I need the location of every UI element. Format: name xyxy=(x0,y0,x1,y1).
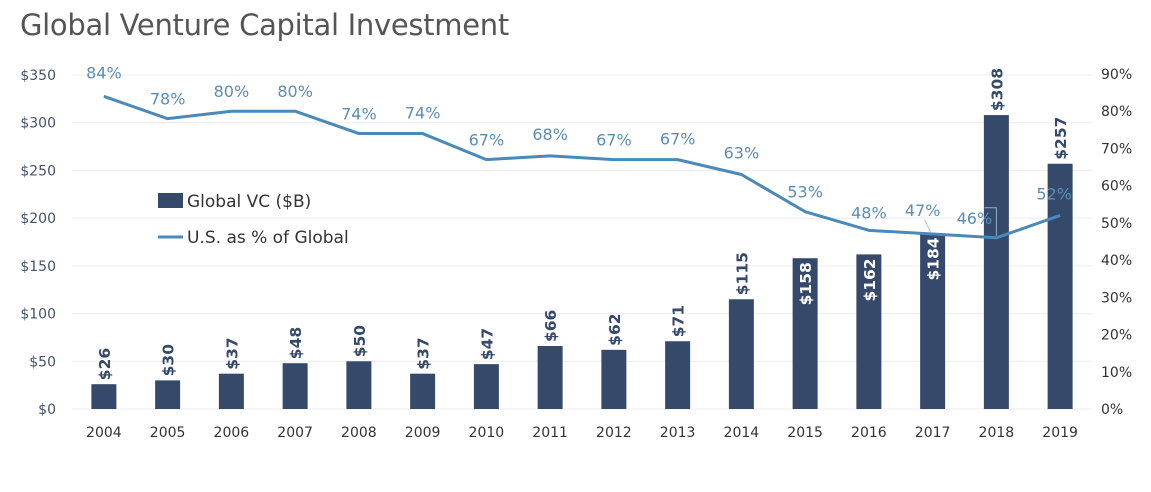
bar xyxy=(346,361,371,409)
bar-data-label: $115 xyxy=(733,252,751,295)
bar-data-label: $162 xyxy=(861,258,879,301)
line-data-label: 74% xyxy=(405,104,441,123)
right-tick-label: 90% xyxy=(1101,67,1132,83)
x-tick-label: 2010 xyxy=(469,425,505,441)
line-data-label: 52% xyxy=(1036,184,1072,203)
line-data-label: 67% xyxy=(469,131,505,150)
bar xyxy=(474,364,499,409)
right-tick-label: 80% xyxy=(1101,104,1132,120)
bar xyxy=(155,380,180,409)
x-tick-label: 2007 xyxy=(277,425,313,441)
bar xyxy=(601,350,626,409)
bar-data-label: $62 xyxy=(606,313,624,345)
right-tick-label: 70% xyxy=(1101,141,1132,157)
line-data-label: 46% xyxy=(957,209,993,228)
x-tick-label: 2004 xyxy=(86,425,122,441)
x-tick-label: 2011 xyxy=(532,425,568,441)
left-tick-label: $150 xyxy=(20,259,56,275)
right-axis: 0% 10% 20% 30% 40% 50% 60% 70% 80% 90% xyxy=(1101,67,1132,418)
line-data-label: 63% xyxy=(724,144,760,163)
bar xyxy=(729,299,754,409)
x-tick-label: 2017 xyxy=(915,425,951,441)
left-tick-label: $0 xyxy=(38,402,56,418)
left-tick-label: $50 xyxy=(29,354,56,370)
legend: Global VC ($B) U.S. as % of Global xyxy=(158,192,349,248)
right-tick-label: 40% xyxy=(1101,253,1132,269)
bar xyxy=(538,346,563,409)
line-data-label: 80% xyxy=(277,82,313,101)
line-data-label: 53% xyxy=(787,183,823,202)
right-tick-label: 0% xyxy=(1101,402,1123,418)
bar-data-label: $26 xyxy=(96,348,114,380)
bar-data-label: $158 xyxy=(797,262,815,305)
line-data-label: 78% xyxy=(150,90,186,109)
bar-data-label: $308 xyxy=(988,68,1006,111)
bar xyxy=(410,374,435,409)
x-tick-label: 2014 xyxy=(724,425,760,441)
legend-swatch-bar xyxy=(158,193,183,208)
line-data-label: 67% xyxy=(596,131,632,150)
bar-data-label: $47 xyxy=(478,328,496,360)
x-tick-label: 2008 xyxy=(341,425,377,441)
left-tick-label: $300 xyxy=(20,116,56,132)
line-data-label: 67% xyxy=(660,130,696,149)
bar-data-label: $48 xyxy=(287,327,305,359)
line-data-label: 74% xyxy=(341,105,377,124)
x-tick-label: 2009 xyxy=(405,425,441,441)
line-data-label: 47% xyxy=(905,201,941,220)
bar xyxy=(665,341,690,409)
right-tick-label: 20% xyxy=(1101,328,1132,344)
leader-line xyxy=(925,220,931,232)
bar-data-label: $30 xyxy=(160,344,178,377)
right-tick-label: 30% xyxy=(1101,290,1132,306)
bar-data-label: $184 xyxy=(925,237,943,280)
left-tick-label: $250 xyxy=(20,163,56,179)
bar xyxy=(984,115,1009,409)
right-tick-label: 10% xyxy=(1101,365,1132,381)
legend-label: U.S. as % of Global xyxy=(187,228,349,248)
x-axis: 2004 2005 2006 2007 2008 2009 2010 2011 2012 2013… xyxy=(86,425,1078,441)
bar xyxy=(91,384,116,409)
bar xyxy=(283,363,308,409)
right-tick-label: 50% xyxy=(1101,216,1132,232)
x-tick-label: 2018 xyxy=(979,425,1015,441)
left-tick-label: $100 xyxy=(20,307,56,323)
x-tick-label: 2013 xyxy=(660,425,696,441)
x-tick-label: 2005 xyxy=(150,425,186,441)
bar-data-label: $257 xyxy=(1052,117,1070,160)
left-tick-label: $200 xyxy=(20,211,56,227)
left-tick-label: $350 xyxy=(20,68,56,84)
left-axis: $0 $50 $100 $150 $200 $250 $300 $350 xyxy=(20,68,56,418)
x-tick-label: 2006 xyxy=(214,425,250,441)
legend-label: Global VC ($B) xyxy=(187,192,311,212)
line-data-label: 48% xyxy=(851,203,887,222)
bar xyxy=(219,374,244,409)
line-data-label: 80% xyxy=(214,82,250,101)
line-data-label: 68% xyxy=(532,125,568,144)
right-tick-label: 60% xyxy=(1101,179,1132,195)
bar-data-label: $66 xyxy=(542,310,560,342)
bar-data-label: $50 xyxy=(351,325,369,358)
bar-data-label: $37 xyxy=(223,337,241,369)
line-data-label: 84% xyxy=(86,63,122,82)
bar-data-label: $71 xyxy=(670,305,688,337)
x-tick-label: 2016 xyxy=(851,425,887,441)
x-tick-label: 2019 xyxy=(1042,425,1078,441)
x-tick-label: 2012 xyxy=(596,425,632,441)
x-tick-label: 2015 xyxy=(787,425,823,441)
bar-data-label: $37 xyxy=(415,337,433,369)
